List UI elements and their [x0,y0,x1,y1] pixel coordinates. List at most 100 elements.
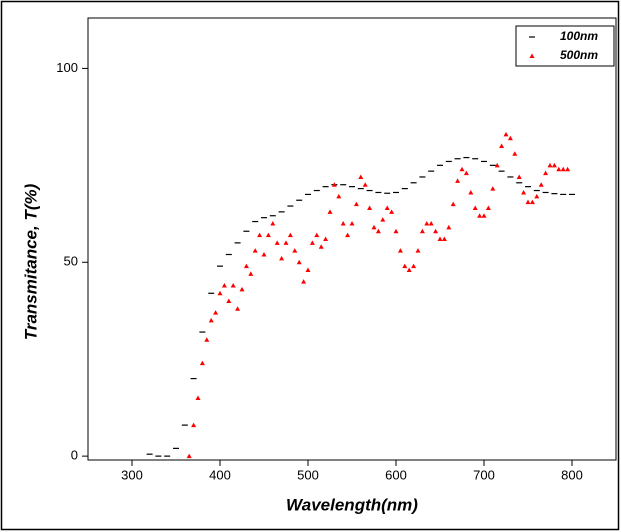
data-point [362,182,368,187]
data-point [340,220,346,226]
data-point [393,228,399,234]
data-point [371,224,377,230]
y-axis-label: Transmitance, T(%) [21,183,40,340]
data-point [463,170,469,176]
data-point [411,263,417,269]
data-point [512,151,518,156]
data-point [305,267,311,273]
data-point [208,317,214,323]
x-tick-label: 400 [209,467,231,482]
data-point [287,232,293,238]
data-point [323,236,329,241]
data-point [380,217,386,222]
data-point [507,135,513,141]
data-point [529,53,535,58]
x-tick-label: 700 [473,467,495,482]
data-point [270,220,276,226]
data-point [560,166,566,172]
data-point [551,162,557,168]
data-point [529,199,535,205]
data-point [301,279,307,284]
data-point [195,395,201,400]
data-point [485,205,491,210]
data-point [547,162,553,168]
legend-box [515,25,615,67]
data-point [556,166,562,172]
data-point [331,182,337,187]
y-tick-label: 100 [56,60,78,75]
data-point [243,263,249,269]
data-point [230,283,236,288]
data-point [358,174,364,179]
data-point [446,224,452,230]
data-point [490,186,496,191]
y-tick-label: 0 [71,448,78,463]
data-point [494,162,500,168]
x-tick-label: 600 [385,467,407,482]
data-point [503,131,509,137]
data-point [318,244,324,249]
data-point [327,209,333,214]
data-point [499,143,505,148]
data-point [437,236,443,241]
data-point [521,189,527,195]
data-point [226,298,232,304]
data-point [309,240,315,245]
data-point [406,267,412,273]
data-point [481,213,487,218]
data-point [419,228,425,234]
data-point [477,213,483,218]
data-point [450,201,456,207]
data-point [384,205,390,210]
y-tick-label: 50 [64,254,78,269]
data-point [441,236,447,241]
data-point [543,170,549,176]
data-point [424,220,430,226]
data-point [257,232,263,238]
data-point [516,174,522,179]
data-point [349,220,355,226]
data-point [402,263,408,269]
data-point [345,232,351,238]
legend-label: 500nm [560,48,598,62]
data-point [415,248,421,253]
data-point [314,232,320,238]
data-point [252,248,258,253]
x-tick-label: 500 [297,467,319,482]
data-point [248,271,254,276]
data-point [538,182,544,187]
data-point [428,220,434,226]
data-point [239,286,245,292]
data-point [279,255,285,261]
data-point [199,360,205,366]
data-point [296,259,302,265]
data-point [265,232,271,238]
x-tick-label: 300 [121,467,143,482]
data-point [186,453,192,459]
data-point [433,228,439,234]
data-point [565,166,571,172]
data-point [274,240,280,245]
data-point [336,193,342,199]
data-point [534,193,540,199]
plot-frame [87,17,617,461]
data-point [261,252,267,257]
x-tick-label: 800 [561,467,583,482]
data-point [397,248,403,253]
data-point [213,310,219,315]
data-point [283,240,289,245]
data-point [217,290,223,296]
legend-label: 100nm [560,29,598,43]
data-point [367,205,373,210]
data-point [353,201,359,207]
data-point [221,283,227,288]
data-point [191,422,197,428]
data-point [375,228,381,234]
data-point [459,166,465,172]
data-point [389,209,395,214]
data-point [468,189,474,195]
data-point [472,205,478,210]
x-axis-label: Wavelength(nm) [286,495,418,514]
